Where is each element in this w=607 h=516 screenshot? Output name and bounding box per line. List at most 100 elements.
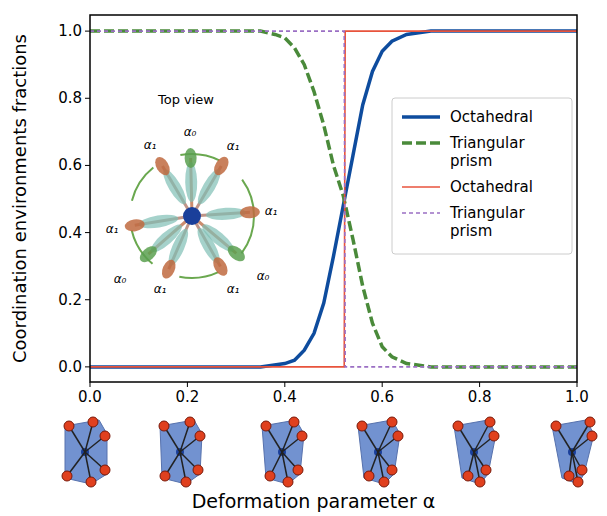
legend-line: Octahedral <box>450 178 533 196</box>
polyhedron-atom <box>100 465 110 475</box>
polyhedron-atom <box>379 477 389 487</box>
polyhedron <box>551 417 597 487</box>
legend-label: Triangularprism <box>449 134 525 170</box>
y-tick-label: 0.0 <box>58 358 82 376</box>
inset-label: α₁ <box>154 282 167 296</box>
annotation: Top view <box>157 92 214 107</box>
polyhedron-face <box>160 420 202 484</box>
x-axis-title: Deformation parameter α <box>192 490 436 512</box>
y-axis-title: Coordination environments fractions <box>9 34 30 363</box>
polyhedron-atom <box>463 471 473 481</box>
polyhedron-atom <box>193 465 203 475</box>
y-tick-label: 0.6 <box>58 156 82 174</box>
inset-atom <box>152 154 173 177</box>
polyhedron <box>357 417 403 487</box>
polyhedron-atom <box>261 421 271 431</box>
polyhedron-atom <box>577 465 587 475</box>
inset-center <box>183 207 201 225</box>
polyhedron-atom <box>160 471 170 481</box>
polyhedron-atom <box>475 477 485 487</box>
inset-label: α₀ <box>184 125 197 139</box>
polyhedron-atom <box>86 477 96 487</box>
series-line <box>90 31 577 367</box>
legend-swatch <box>402 115 440 119</box>
polyhedron-atom <box>573 477 583 487</box>
legend: OctahedralTriangularprismOctahedralTrian… <box>392 98 572 254</box>
legend-label: Octahedral <box>450 178 533 196</box>
polyhedron-face <box>454 420 496 484</box>
polyhedron-atom <box>585 417 595 427</box>
x-tick-label: 0.6 <box>370 388 394 406</box>
polyhedron-atom <box>587 431 597 441</box>
legend-label: Triangularprism <box>449 204 525 240</box>
y-tick-label: 1.0 <box>58 22 82 40</box>
polyhedron-face <box>552 420 594 484</box>
polyhedron-atom <box>481 465 491 475</box>
legend-box <box>392 98 572 254</box>
polyhedron-atom <box>289 417 299 427</box>
polyhedron-atom <box>293 465 303 475</box>
inset-atom <box>184 148 196 168</box>
inset-label: α₀ <box>114 272 127 286</box>
inset: α₀ α₁ α₁ α₀ α₁ α₁ α₀ α₁ α₁ <box>106 125 278 296</box>
legend-label: Octahedral <box>450 108 533 126</box>
polyhedron-atom <box>100 431 110 441</box>
plot-lines <box>90 31 577 367</box>
polyhedron-atom <box>393 431 403 441</box>
inset-label: α₁ <box>227 139 240 153</box>
y-tick-label: 0.2 <box>58 291 82 309</box>
polyhedron-atom <box>387 417 397 427</box>
inset-atom <box>137 243 160 265</box>
polyhedron <box>261 417 307 487</box>
polyhedron-atom <box>64 421 74 431</box>
polyhedron-atom <box>283 477 293 487</box>
polyhedron-atom <box>453 421 463 431</box>
polyhedron <box>453 417 499 487</box>
inset-label: α₁ <box>144 138 157 152</box>
polyhedron-atom <box>297 431 307 441</box>
polyhedron-atom <box>364 471 374 481</box>
legend-line: prism <box>450 222 492 240</box>
polyhedron-atom <box>159 421 169 431</box>
inset-label: α₀ <box>257 269 270 283</box>
y-tick-label: 0.4 <box>58 224 82 242</box>
polyhedron-atom <box>564 471 574 481</box>
inset-atom <box>240 206 261 219</box>
polyhedron-atom <box>551 421 561 431</box>
polyhedron-atom <box>195 431 205 441</box>
inset-atom <box>211 154 231 177</box>
polyhedron-atom <box>485 417 495 427</box>
chart: 0.00.20.40.60.81.00.00.20.40.60.81.0α₀α₁… <box>0 0 607 516</box>
polyhedron <box>62 417 110 487</box>
inset-label: α₁ <box>106 222 119 236</box>
x-tick-label: 0.4 <box>273 388 297 406</box>
inset-atom <box>124 218 146 233</box>
plot-frame <box>90 15 577 382</box>
polyhedron-atom <box>62 471 72 481</box>
x-tick-label: 1.0 <box>565 388 589 406</box>
inset-label: α₁ <box>227 282 240 296</box>
legend-line: Triangular <box>449 134 525 152</box>
series-line <box>90 31 577 367</box>
polyhedron <box>159 417 205 487</box>
polyhedron-face <box>358 420 400 484</box>
polyhedron-atom <box>185 417 195 427</box>
polyhedron-atom <box>265 471 275 481</box>
legend-line: prism <box>450 152 492 170</box>
legend-swatch <box>402 141 440 145</box>
x-tick-label: 0.8 <box>468 388 492 406</box>
inset-atom <box>159 258 178 281</box>
legend-swatch <box>402 212 440 214</box>
polyhedron-atom <box>88 417 98 427</box>
polyhedron-atom <box>387 465 397 475</box>
inset-lobe <box>138 212 179 230</box>
polyhedron-atom <box>489 431 499 441</box>
polyhedron-face <box>262 420 304 484</box>
x-tick-label: 0.2 <box>175 388 199 406</box>
inset-label: α₁ <box>265 204 278 218</box>
legend-swatch <box>402 186 440 188</box>
legend-line: Triangular <box>449 204 525 222</box>
inset-ring <box>130 154 254 278</box>
polyhedron-atom <box>357 421 367 431</box>
x-tick-label: 0.0 <box>78 388 102 406</box>
